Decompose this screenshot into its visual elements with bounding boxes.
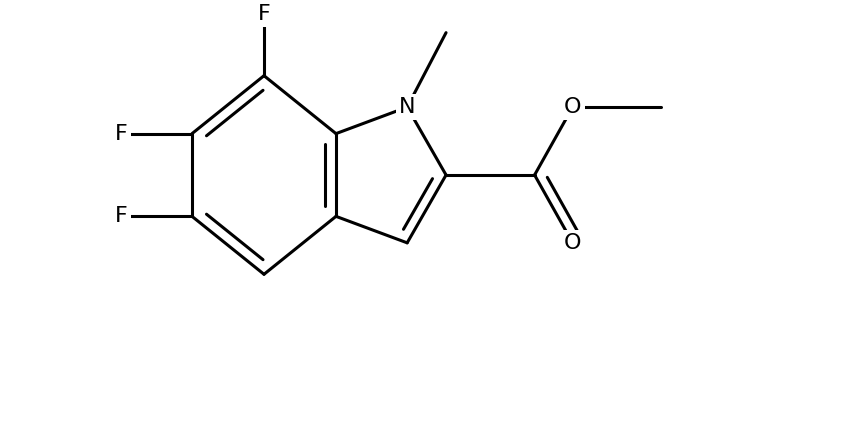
Text: F: F: [114, 206, 127, 226]
Text: F: F: [114, 124, 127, 144]
Text: O: O: [564, 233, 582, 253]
Text: N: N: [399, 97, 416, 117]
Text: F: F: [258, 4, 271, 23]
Text: O: O: [564, 97, 582, 117]
